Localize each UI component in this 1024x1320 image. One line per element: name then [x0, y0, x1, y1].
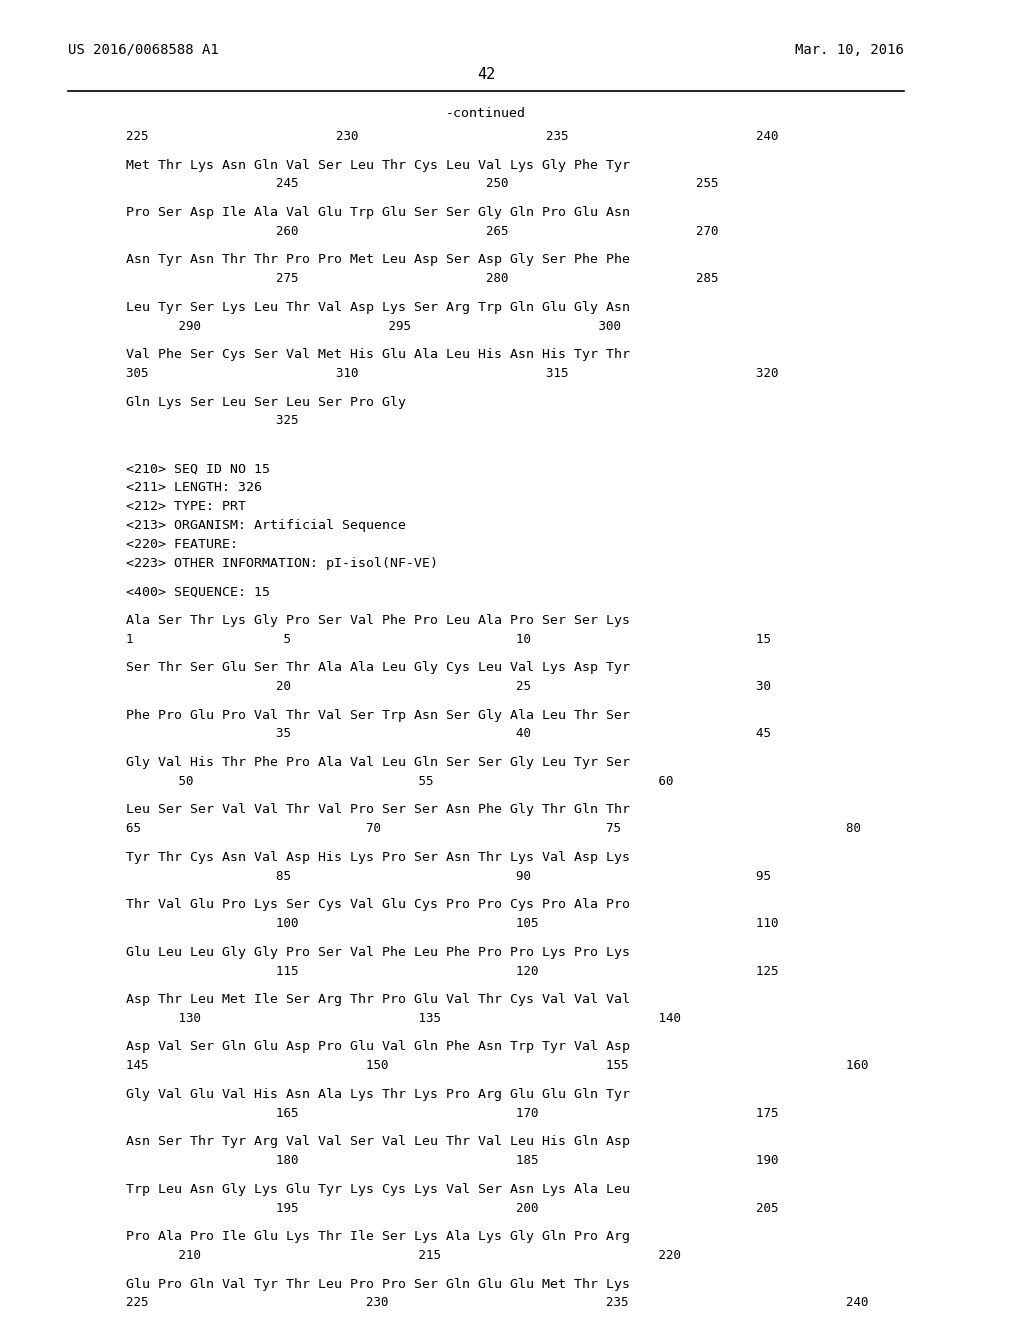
- Text: Phe Pro Glu Pro Val Thr Val Ser Trp Asn Ser Gly Ala Leu Thr Ser: Phe Pro Glu Pro Val Thr Val Ser Trp Asn …: [126, 709, 631, 722]
- Text: <212> TYPE: PRT: <212> TYPE: PRT: [126, 500, 247, 513]
- Text: 290                         295                         300: 290 295 300: [126, 319, 622, 333]
- Text: <223> OTHER INFORMATION: pI-isol(NF-VE): <223> OTHER INFORMATION: pI-isol(NF-VE): [126, 557, 438, 570]
- Text: Pro Ala Pro Ile Glu Lys Thr Ile Ser Lys Ala Lys Gly Gln Pro Arg: Pro Ala Pro Ile Glu Lys Thr Ile Ser Lys …: [126, 1230, 631, 1243]
- Text: Pro Ser Asp Ile Ala Val Glu Trp Glu Ser Ser Gly Gln Pro Glu Asn: Pro Ser Asp Ile Ala Val Glu Trp Glu Ser …: [126, 206, 631, 219]
- Text: <220> FEATURE:: <220> FEATURE:: [126, 537, 239, 550]
- Text: Thr Val Glu Pro Lys Ser Cys Val Glu Cys Pro Pro Cys Pro Ala Pro: Thr Val Glu Pro Lys Ser Cys Val Glu Cys …: [126, 899, 631, 911]
- Text: 20                              25                              30: 20 25 30: [126, 680, 771, 693]
- Text: 145                             150                             155             : 145 150 155: [126, 1060, 868, 1072]
- Text: 42: 42: [477, 67, 495, 82]
- Text: Leu Tyr Ser Lys Leu Thr Val Asp Lys Ser Arg Trp Gln Glu Gly Asn: Leu Tyr Ser Lys Leu Thr Val Asp Lys Ser …: [126, 301, 631, 314]
- Text: Ser Thr Ser Glu Ser Thr Ala Ala Leu Gly Cys Leu Val Lys Asp Tyr: Ser Thr Ser Glu Ser Thr Ala Ala Leu Gly …: [126, 661, 631, 675]
- Text: Asn Ser Thr Tyr Arg Val Val Ser Val Leu Thr Val Leu His Gln Asp: Asn Ser Thr Tyr Arg Val Val Ser Val Leu …: [126, 1135, 631, 1148]
- Text: <400> SEQUENCE: 15: <400> SEQUENCE: 15: [126, 585, 270, 598]
- Text: Gly Val Glu Val His Asn Ala Lys Thr Lys Pro Arg Glu Glu Gln Tyr: Gly Val Glu Val His Asn Ala Lys Thr Lys …: [126, 1088, 631, 1101]
- Text: Val Phe Ser Cys Ser Val Met His Glu Ala Leu His Asn His Tyr Thr: Val Phe Ser Cys Ser Val Met His Glu Ala …: [126, 348, 631, 362]
- Text: 195                             200                             205: 195 200 205: [126, 1201, 779, 1214]
- Text: 50                              55                              60: 50 55 60: [126, 775, 674, 788]
- Text: 115                             120                             125: 115 120 125: [126, 965, 779, 978]
- Text: Glu Leu Leu Gly Gly Pro Ser Val Phe Leu Phe Pro Pro Lys Pro Lys: Glu Leu Leu Gly Gly Pro Ser Val Phe Leu …: [126, 945, 631, 958]
- Text: 325: 325: [126, 414, 299, 428]
- Text: Asn Tyr Asn Thr Thr Pro Pro Met Leu Asp Ser Asp Gly Ser Phe Phe: Asn Tyr Asn Thr Thr Pro Pro Met Leu Asp …: [126, 253, 631, 267]
- Text: 1                    5                              10                          : 1 5 10: [126, 632, 771, 645]
- Text: 305                         310                         315                     : 305 310 315: [126, 367, 779, 380]
- Text: 180                             185                             190: 180 185 190: [126, 1154, 779, 1167]
- Text: Asp Val Ser Gln Glu Asp Pro Glu Val Gln Phe Asn Trp Tyr Val Asp: Asp Val Ser Gln Glu Asp Pro Glu Val Gln …: [126, 1040, 631, 1053]
- Text: <211> LENGTH: 326: <211> LENGTH: 326: [126, 482, 262, 495]
- Text: 260                         265                         270: 260 265 270: [126, 224, 719, 238]
- Text: 35                              40                              45: 35 40 45: [126, 727, 771, 741]
- Text: 85                              90                              95: 85 90 95: [126, 870, 771, 883]
- Text: 275                         280                         285: 275 280 285: [126, 272, 719, 285]
- Text: Gln Lys Ser Leu Ser Leu Ser Pro Gly: Gln Lys Ser Leu Ser Leu Ser Pro Gly: [126, 396, 407, 409]
- Text: Met Thr Lys Asn Gln Val Ser Leu Thr Cys Leu Val Lys Gly Phe Tyr: Met Thr Lys Asn Gln Val Ser Leu Thr Cys …: [126, 158, 631, 172]
- Text: 225                             230                             235             : 225 230 235: [126, 1296, 868, 1309]
- Text: <213> ORGANISM: Artificial Sequence: <213> ORGANISM: Artificial Sequence: [126, 519, 407, 532]
- Text: 210                             215                             220: 210 215 220: [126, 1249, 681, 1262]
- Text: Glu Pro Gln Val Tyr Thr Leu Pro Pro Ser Gln Glu Glu Met Thr Lys: Glu Pro Gln Val Tyr Thr Leu Pro Pro Ser …: [126, 1278, 631, 1291]
- Text: 165                             170                             175: 165 170 175: [126, 1106, 779, 1119]
- Text: Mar. 10, 2016: Mar. 10, 2016: [795, 42, 904, 57]
- Text: 245                         250                         255: 245 250 255: [126, 177, 719, 190]
- Text: Leu Ser Ser Val Val Thr Val Pro Ser Ser Asn Phe Gly Thr Gln Thr: Leu Ser Ser Val Val Thr Val Pro Ser Ser …: [126, 804, 631, 817]
- Text: -continued: -continued: [446, 107, 526, 120]
- Text: 130                             135                             140: 130 135 140: [126, 1012, 681, 1024]
- Text: Tyr Thr Cys Asn Val Asp His Lys Pro Ser Asn Thr Lys Val Asp Lys: Tyr Thr Cys Asn Val Asp His Lys Pro Ser …: [126, 851, 631, 863]
- Text: 225                         230                         235                     : 225 230 235: [126, 131, 779, 143]
- Text: Gly Val His Thr Phe Pro Ala Val Leu Gln Ser Ser Gly Leu Tyr Ser: Gly Val His Thr Phe Pro Ala Val Leu Gln …: [126, 756, 631, 770]
- Text: Asp Thr Leu Met Ile Ser Arg Thr Pro Glu Val Thr Cys Val Val Val: Asp Thr Leu Met Ile Ser Arg Thr Pro Glu …: [126, 993, 631, 1006]
- Text: 65                              70                              75              : 65 70 75: [126, 822, 861, 836]
- Text: Ala Ser Thr Lys Gly Pro Ser Val Phe Pro Leu Ala Pro Ser Ser Lys: Ala Ser Thr Lys Gly Pro Ser Val Phe Pro …: [126, 614, 631, 627]
- Text: <210> SEQ ID NO 15: <210> SEQ ID NO 15: [126, 462, 270, 475]
- Text: US 2016/0068588 A1: US 2016/0068588 A1: [68, 42, 219, 57]
- Text: 100                             105                             110: 100 105 110: [126, 917, 779, 931]
- Text: Trp Leu Asn Gly Lys Glu Tyr Lys Cys Lys Val Ser Asn Lys Ala Leu: Trp Leu Asn Gly Lys Glu Tyr Lys Cys Lys …: [126, 1183, 631, 1196]
